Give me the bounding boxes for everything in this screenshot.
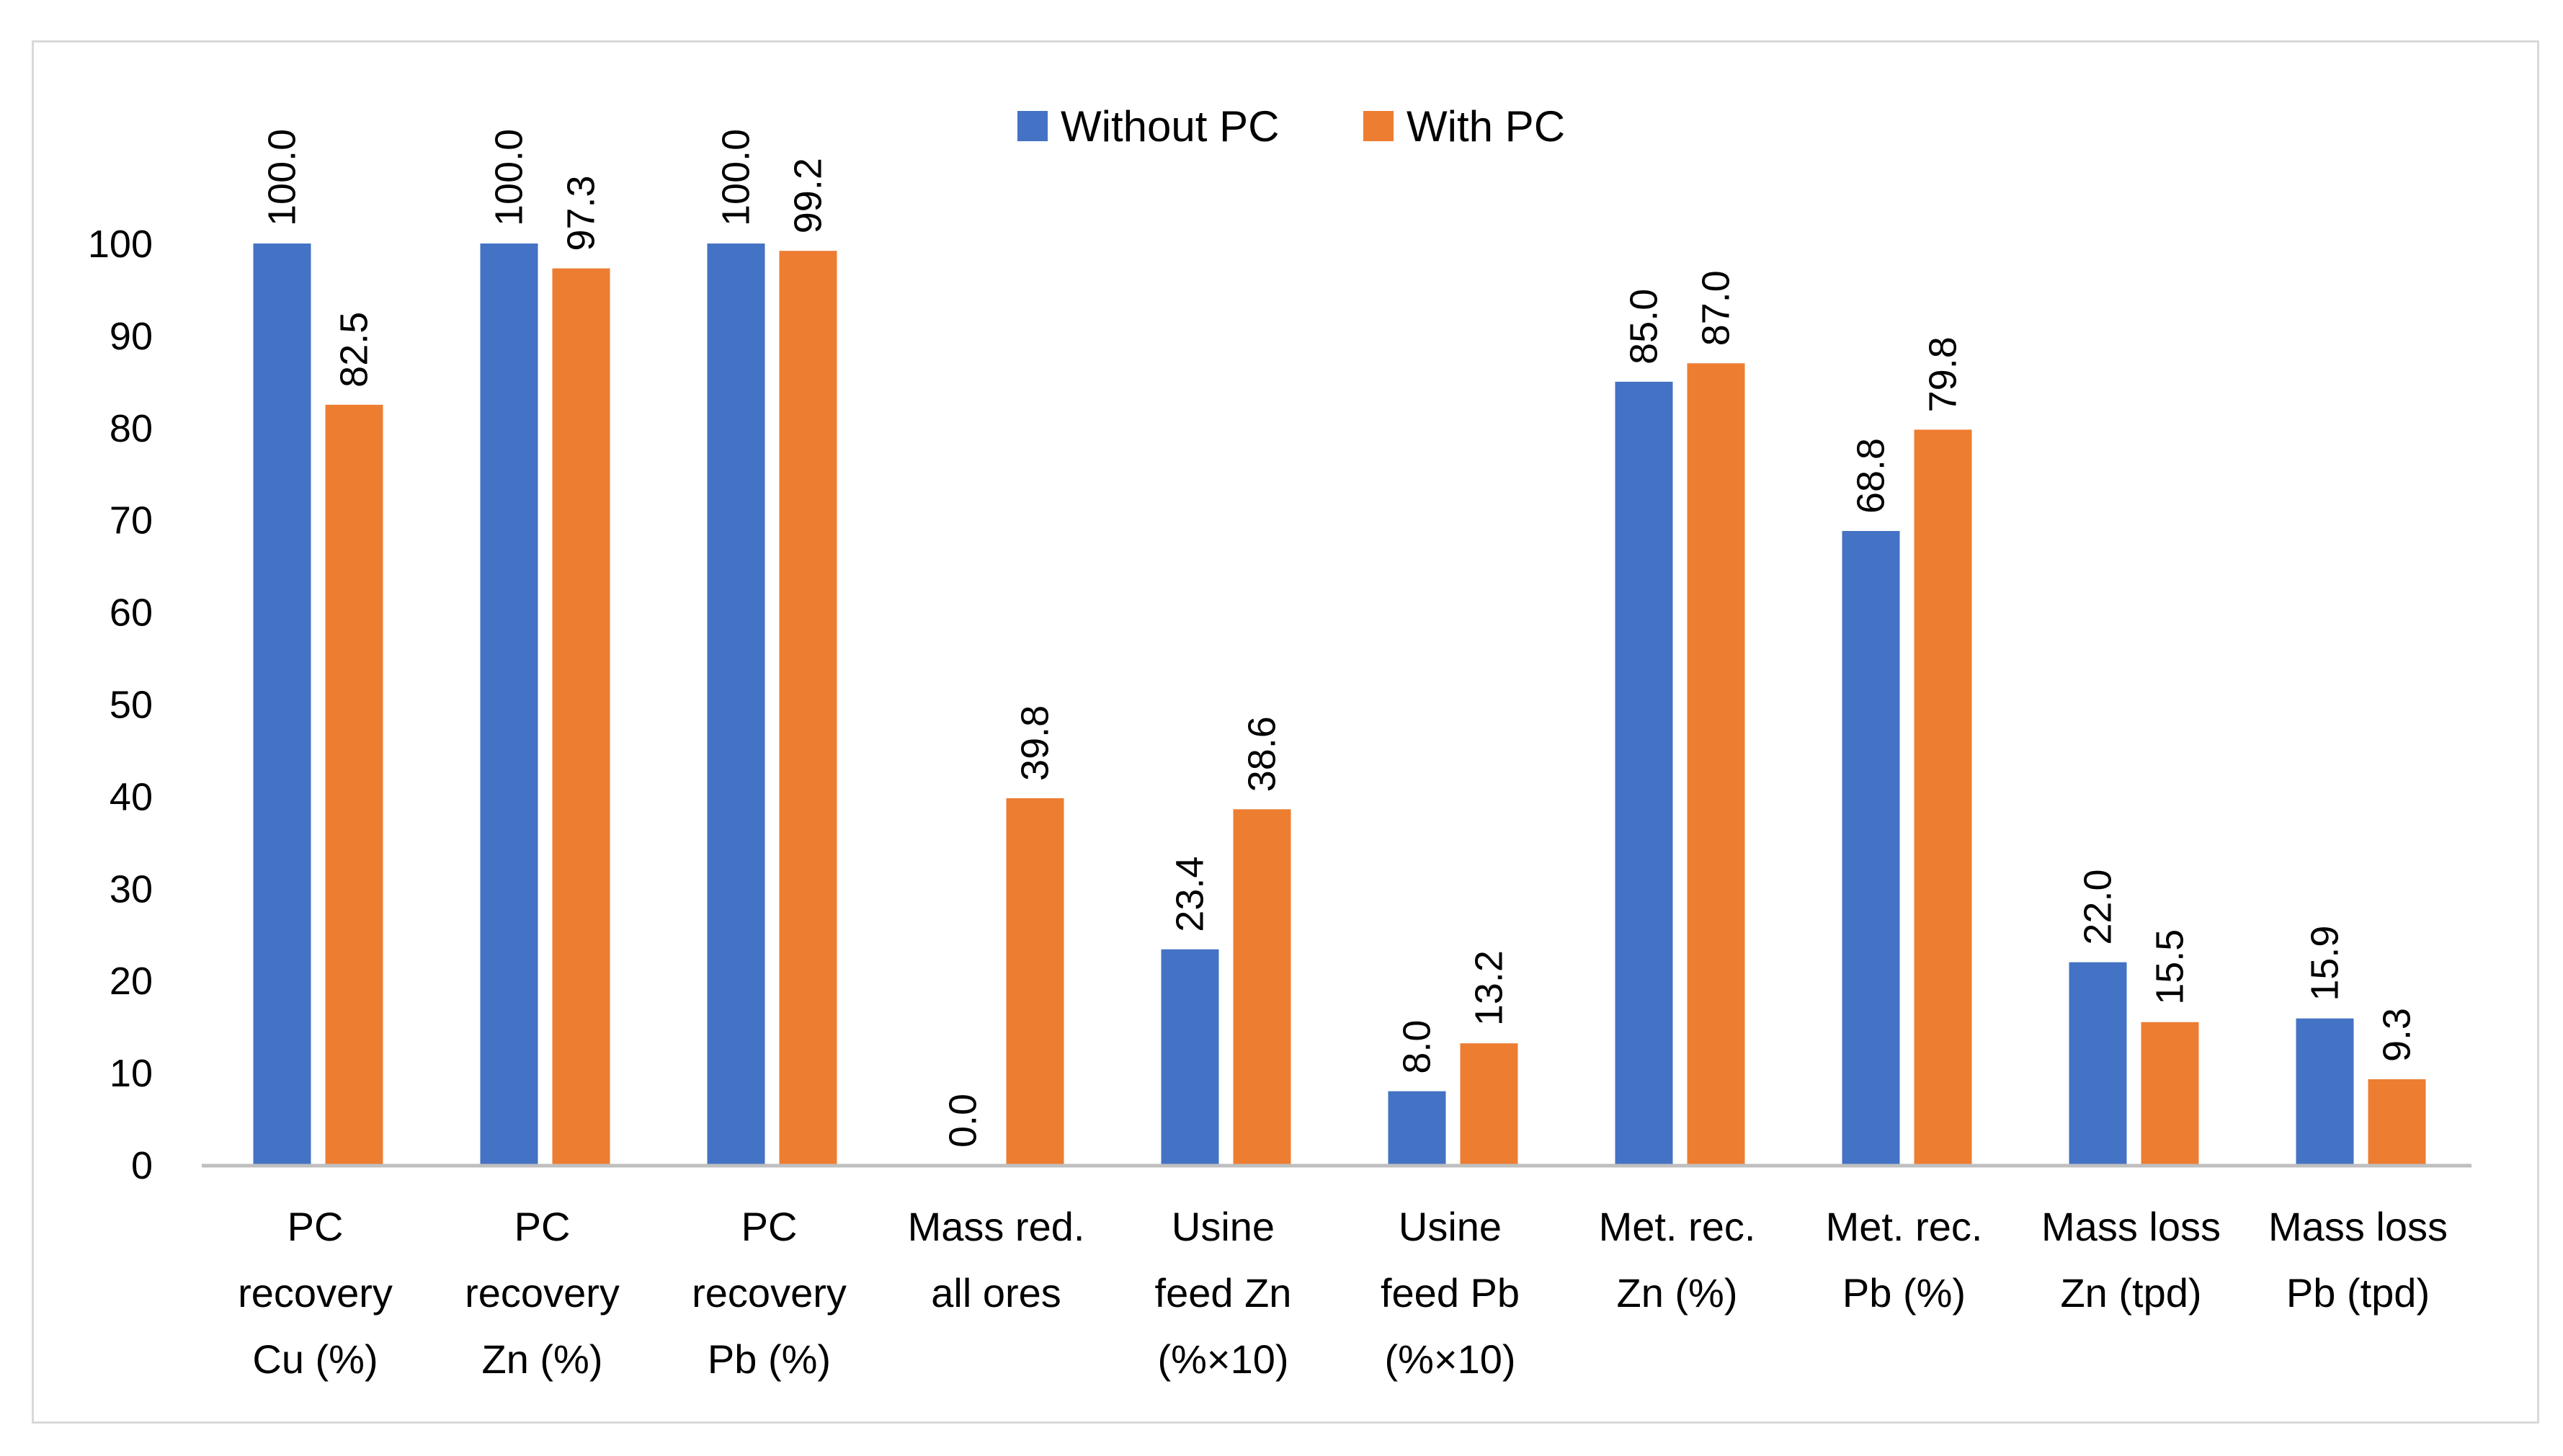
bar-with-pc xyxy=(1687,363,1745,1165)
bar-without-pc xyxy=(1842,531,1900,1165)
legend-swatch-with-pc xyxy=(1363,111,1394,141)
data-label: 23.4 xyxy=(1169,857,1212,932)
bar-without-pc xyxy=(2069,962,2127,1165)
x-category-label: recovery xyxy=(238,1270,393,1316)
bar-with-pc xyxy=(325,404,383,1166)
y-tick-label: 10 xyxy=(110,1052,153,1095)
data-label: 79.8 xyxy=(1922,336,1965,412)
x-category-label: Zn (%) xyxy=(482,1336,603,1382)
x-category-label: Mass loss xyxy=(2268,1204,2448,1249)
data-label: 100.0 xyxy=(488,129,531,226)
data-label: 13.2 xyxy=(1468,950,1511,1026)
x-axis: PC recovery Cu (%) PC recovery Zn (%) PC recove… xyxy=(202,1164,2471,1382)
x-category-label: Usine xyxy=(1399,1204,1502,1249)
x-category-label: Zn (%) xyxy=(1617,1270,1738,1316)
y-tick-label: 90 xyxy=(110,315,153,358)
y-tick-label: 60 xyxy=(110,591,153,635)
bar-without-pc xyxy=(1615,381,1673,1165)
bar-with-pc xyxy=(2141,1022,2199,1165)
y-axis: 0 10 20 30 40 50 60 70 80 90 100 xyxy=(88,223,153,1187)
bar-with-pc xyxy=(1460,1043,1518,1165)
y-tick-label: 80 xyxy=(110,407,153,450)
data-labels-group: 100.0 82.5 100.0 97.3 100.0 99.2 0.0 39.8 23.4 38… xyxy=(261,129,2419,1148)
data-label: 15.5 xyxy=(2149,929,2192,1005)
bar-with-pc xyxy=(1006,798,1064,1165)
data-label: 68.8 xyxy=(1850,438,1893,514)
legend: Without PC With PC xyxy=(1017,102,1565,151)
x-category-label: feed Pb xyxy=(1381,1270,1520,1316)
data-label: 39.8 xyxy=(1014,705,1057,781)
x-category-label: Mass red. xyxy=(908,1204,1085,1249)
y-tick-label: 0 xyxy=(131,1144,153,1187)
bars-group xyxy=(253,244,2426,1166)
data-label: 85.0 xyxy=(1623,289,1666,365)
data-label: 100.0 xyxy=(261,129,304,226)
x-category-label: Met. rec. xyxy=(1599,1204,1756,1249)
bar-without-pc xyxy=(253,244,311,1165)
data-label: 15.9 xyxy=(2304,926,2347,1001)
data-label: 100.0 xyxy=(715,129,758,226)
y-tick-label: 100 xyxy=(88,223,153,266)
x-category-label: Pb (%) xyxy=(708,1336,831,1382)
x-category-label: Pb (%) xyxy=(1842,1270,1966,1316)
y-tick-label: 70 xyxy=(110,499,153,542)
x-category-label: feed Zn xyxy=(1155,1270,1292,1316)
x-category-label: PC xyxy=(741,1204,798,1249)
x-category-label: recovery xyxy=(465,1270,620,1316)
x-category-label: Usine xyxy=(1172,1204,1275,1249)
x-category-label: Mass loss xyxy=(2041,1204,2221,1249)
y-tick-label: 40 xyxy=(110,775,153,818)
x-category-label: Pb (tpd) xyxy=(2286,1270,2430,1316)
x-category-label: Cu (%) xyxy=(252,1336,378,1382)
bar-with-pc xyxy=(552,268,610,1166)
legend-label-without-pc: Without PC xyxy=(1061,102,1279,151)
x-category-label: recovery xyxy=(692,1270,847,1316)
data-label: 87.0 xyxy=(1695,270,1738,346)
data-label: 0.0 xyxy=(942,1094,985,1148)
chart-frame xyxy=(32,40,2539,1424)
bar-without-pc xyxy=(2296,1018,2354,1165)
y-tick-label: 50 xyxy=(110,684,153,727)
data-label: 97.3 xyxy=(560,175,603,251)
legend-swatch-without-pc xyxy=(1017,111,1048,141)
bar-without-pc xyxy=(1161,949,1219,1165)
bar-with-pc xyxy=(1914,429,1972,1165)
data-label: 38.6 xyxy=(1241,716,1284,792)
y-tick-label: 20 xyxy=(110,960,153,1003)
bar-with-pc xyxy=(779,251,837,1166)
x-category-label: PC xyxy=(514,1204,571,1249)
x-category-label: Zn (tpd) xyxy=(2060,1270,2201,1316)
x-category-label: (%×10) xyxy=(1157,1336,1288,1382)
data-label: 99.2 xyxy=(787,158,830,233)
data-label: 8.0 xyxy=(1396,1020,1439,1074)
x-category-label: PC xyxy=(287,1204,344,1249)
x-category-label: (%×10) xyxy=(1384,1336,1515,1382)
data-label: 82.5 xyxy=(333,312,376,388)
bar-without-pc xyxy=(707,244,765,1165)
bar-with-pc xyxy=(1233,809,1291,1165)
x-category-label: Met. rec. xyxy=(1826,1204,1983,1249)
bar-without-pc xyxy=(480,244,538,1165)
data-label: 9.3 xyxy=(2376,1008,2419,1062)
x-category-label: all ores xyxy=(931,1270,1061,1316)
bar-with-pc xyxy=(2368,1079,2426,1165)
bar-without-pc xyxy=(1388,1091,1446,1165)
legend-label-with-pc: With PC xyxy=(1407,102,1565,151)
data-label: 22.0 xyxy=(2077,870,2120,945)
y-tick-label: 30 xyxy=(110,867,153,911)
